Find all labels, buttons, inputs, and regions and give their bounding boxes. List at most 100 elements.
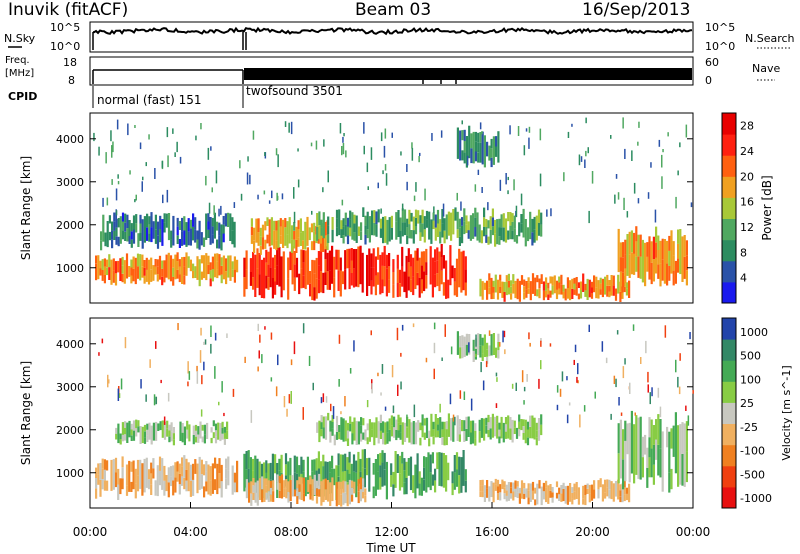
heatmap-speck — [210, 325, 212, 337]
heatmap-cell — [136, 459, 140, 476]
heatmap-cell — [465, 344, 468, 356]
heatmap-speck — [101, 338, 104, 344]
heatmap-cell — [139, 214, 142, 224]
heatmap-speck — [566, 376, 568, 381]
heatmap-cell — [522, 208, 525, 238]
heatmap-cell — [485, 417, 488, 426]
heatmap-cell — [315, 488, 319, 496]
heatmap-speck — [383, 145, 386, 158]
heatmap-speck — [515, 205, 518, 218]
heatmap-cell — [205, 481, 208, 492]
heatmap-cell — [128, 266, 131, 277]
heatmap-cell — [187, 256, 190, 268]
heatmap-cell — [156, 259, 159, 267]
heatmap-cell — [252, 470, 255, 483]
heatmap-speck — [585, 150, 587, 157]
heatmap-cell — [434, 262, 437, 275]
heatmap-speck — [433, 322, 436, 330]
heatmap-cell — [622, 429, 625, 460]
heatmap-cell — [163, 480, 166, 496]
heatmap-cell — [247, 468, 250, 488]
heatmap-cell — [313, 260, 316, 274]
heatmap-cell — [322, 466, 325, 478]
heatmap-speck — [651, 387, 653, 397]
heatmap-speck — [664, 325, 667, 338]
heatmap-cell — [416, 248, 419, 261]
colorbar-tick-label: 16 — [740, 196, 754, 209]
colorbar-tick-label: -25 — [740, 421, 758, 434]
heatmap-speck — [679, 353, 681, 361]
heatmap-cell — [253, 240, 256, 253]
heatmap-cell — [496, 279, 500, 300]
heatmap-cell — [145, 257, 148, 270]
heatmap-cell — [189, 219, 192, 229]
heatmap-cell — [263, 257, 266, 299]
heatmap-cell — [469, 420, 472, 433]
heatmap-cell — [194, 459, 197, 474]
heatmap-cell — [501, 281, 504, 298]
heatmap-cell — [250, 493, 253, 506]
colorbar-swatch — [722, 444, 736, 467]
heatmap-speck — [454, 416, 456, 426]
heatmap-speck — [214, 366, 216, 379]
heatmap-cell — [624, 420, 627, 441]
heatmap-cell — [657, 264, 660, 279]
heatmap-cell — [181, 257, 184, 284]
heatmap-cell — [409, 279, 413, 293]
heatmap-cell — [150, 462, 153, 474]
heatmap-speck — [577, 380, 579, 384]
heatmap-cell — [672, 255, 675, 271]
heatmap-cell — [282, 251, 285, 291]
heatmap-cell — [304, 477, 307, 497]
heatmap-cell — [337, 481, 341, 505]
heatmap-speck — [418, 156, 420, 163]
heatmap-cell — [434, 227, 437, 241]
heatmap-cell — [103, 469, 106, 481]
heatmap-speck — [496, 377, 498, 382]
heatmap-cell — [212, 432, 215, 439]
heatmap-cell — [128, 220, 131, 228]
heatmap-cell — [390, 415, 393, 426]
heatmap-cell — [353, 417, 356, 441]
heatmap-cell — [398, 283, 402, 297]
heatmap-cell — [256, 480, 259, 506]
heatmap-cell — [425, 210, 429, 220]
heatmap-speck — [140, 379, 142, 389]
heatmap-cell — [293, 239, 296, 249]
heatmap-cell — [505, 484, 508, 491]
heatmap-speck — [400, 381, 402, 390]
cpid-segment-2: twofsound 3501 — [246, 84, 343, 98]
heatmap-cell — [635, 256, 638, 272]
heatmap-cell — [479, 334, 482, 346]
heatmap-cell — [396, 454, 399, 473]
heatmap-cell — [535, 430, 538, 438]
heatmap-cell — [458, 218, 461, 228]
heatmap-cell — [595, 276, 598, 288]
heatmap-cell — [266, 234, 269, 244]
heatmap-cell — [344, 453, 347, 471]
colorbar-tick-label: 500 — [740, 350, 761, 363]
heatmap-cell — [432, 429, 435, 437]
heatmap-cell — [371, 210, 374, 236]
heatmap-cell — [465, 215, 468, 225]
heatmap-cell — [290, 239, 294, 253]
heatmap-cell — [503, 487, 506, 494]
heatmap-cell — [357, 491, 360, 504]
heatmap-cell — [112, 270, 115, 283]
heatmap-cell — [154, 214, 157, 230]
x-tick-label: 20:00 — [575, 525, 610, 539]
heatmap-cell — [383, 245, 386, 267]
heatmap-cell — [455, 469, 459, 487]
heatmap-cell — [666, 263, 669, 286]
heatmap-cell — [386, 219, 389, 245]
heatmap-cell — [555, 481, 559, 488]
heatmap-cell — [500, 227, 503, 241]
heatmap-cell — [293, 277, 296, 291]
heatmap-speck — [200, 123, 202, 130]
heatmap-cell — [453, 281, 456, 296]
heatmap-cell — [608, 489, 611, 499]
heatmap-cell — [285, 479, 288, 489]
heatmap-cell — [381, 265, 384, 280]
heatmap-cell — [377, 421, 380, 444]
power-heatmap — [93, 117, 693, 302]
